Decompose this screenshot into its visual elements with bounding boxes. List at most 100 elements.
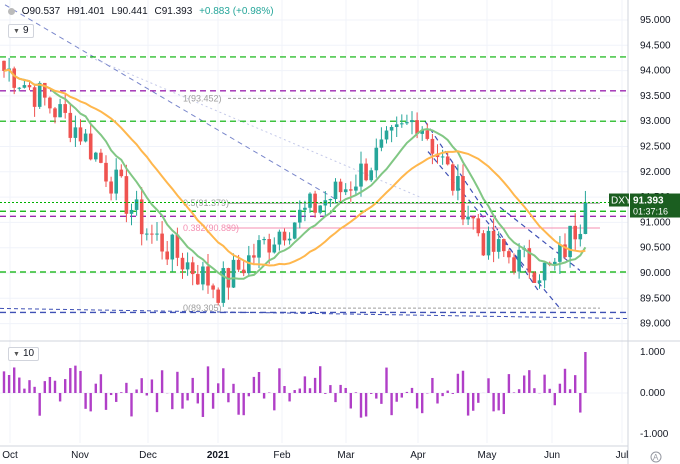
candle-body [415, 120, 419, 134]
price-tick-label: 90.000 [640, 268, 671, 279]
time-tick-label: Nov [71, 450, 89, 461]
price-tag-bg [630, 193, 680, 218]
osc-bar [349, 393, 352, 409]
osc-bar [574, 375, 577, 393]
osc-bar [120, 392, 123, 393]
candle-body [17, 87, 22, 89]
candle-body [517, 249, 521, 272]
candle-body [134, 199, 139, 210]
candle-body [22, 85, 27, 88]
time-tick-label: Oct [2, 450, 18, 461]
ohlc-open: O90.537 [21, 6, 61, 17]
time-tick-label: Apr [410, 450, 426, 461]
candle-body [83, 133, 88, 142]
main-pane-toggle[interactable]: ▼ 9 [8, 24, 34, 38]
oscillator-bars [2, 352, 587, 418]
trendline-short [499, 206, 581, 271]
price-tick-label: 93.000 [640, 116, 671, 127]
osc-pane-toggle[interactable]: ▼ 10 [8, 347, 40, 361]
osc-bar [222, 368, 225, 393]
time-tick-label: Jun [544, 450, 560, 461]
osc-bar [472, 393, 475, 411]
candle-body [109, 181, 113, 194]
osc-bar [150, 379, 154, 393]
osc-bar [273, 393, 276, 411]
osc-bar [313, 377, 317, 393]
osc-bar [196, 393, 199, 404]
trendline-down [4, 4, 346, 206]
candle-body [78, 127, 83, 142]
candle-body [206, 266, 210, 286]
price-tick-label: 94.500 [640, 40, 671, 51]
osc-bar [99, 374, 103, 393]
candle-body [175, 234, 180, 258]
candle-body [328, 199, 333, 201]
candle-body [277, 231, 282, 245]
osc-bar [186, 393, 189, 401]
candle-body [389, 126, 394, 131]
osc-bar [257, 371, 261, 393]
candle-body [461, 176, 465, 220]
candle-body [400, 123, 404, 125]
osc-bar [421, 393, 424, 414]
osc-bar [390, 393, 393, 416]
osc-bar [298, 388, 301, 393]
candle-body [124, 176, 129, 214]
osc-bar [232, 383, 235, 393]
osc-bar [441, 393, 444, 397]
osc-bar [237, 393, 240, 415]
osc-bar [319, 366, 322, 393]
candle-body [241, 269, 246, 274]
osc-bar [380, 393, 383, 404]
sma-fast-line [3, 68, 587, 281]
candle-body [139, 199, 144, 235]
osc-bar [242, 393, 245, 416]
osc-bar [125, 382, 128, 393]
osc-bar [334, 393, 337, 403]
osc-bar [364, 393, 368, 417]
candle-body [160, 233, 164, 252]
candle-body [129, 209, 134, 214]
candle-body [185, 262, 190, 270]
candle-body [374, 147, 379, 171]
osc-bar [69, 368, 72, 393]
osc-bar [38, 393, 41, 416]
candle-body [563, 244, 567, 258]
osc-bar [375, 393, 378, 399]
candle-body [364, 163, 368, 181]
candle-body [53, 108, 57, 118]
trendline-faint [85, 54, 421, 198]
candle-body [262, 239, 266, 241]
osc-bar [344, 387, 347, 393]
price-tag: 91.393 [633, 196, 664, 207]
osc-bar [446, 390, 449, 393]
osc-bar [217, 383, 220, 393]
osc-bar [74, 365, 77, 393]
candle-body [491, 230, 496, 252]
osc-bar [507, 374, 511, 393]
candle-body [456, 176, 460, 191]
ohlc-change: +0.883 (+0.98%) [199, 6, 274, 17]
osc-bar [155, 393, 159, 413]
candle-body [333, 181, 338, 200]
candle-body [542, 262, 547, 281]
ohlc-low: L90.441 [111, 6, 148, 17]
candle-body [553, 261, 557, 266]
candle-body [471, 216, 475, 219]
candle-body [104, 162, 108, 182]
osc-bar [563, 368, 567, 393]
candle-body [507, 251, 511, 258]
candle-body [303, 207, 307, 210]
candle-body [537, 280, 542, 283]
osc-bar [130, 393, 133, 417]
osc-bar [553, 393, 556, 406]
osc-bar [283, 386, 286, 393]
time-tick-label: Jul [616, 450, 629, 461]
candle-body [190, 262, 195, 275]
candle-body [155, 233, 159, 235]
candle-body [165, 251, 169, 260]
candle-body [384, 130, 389, 140]
fib-label: 0.382(90.889) [183, 223, 239, 233]
